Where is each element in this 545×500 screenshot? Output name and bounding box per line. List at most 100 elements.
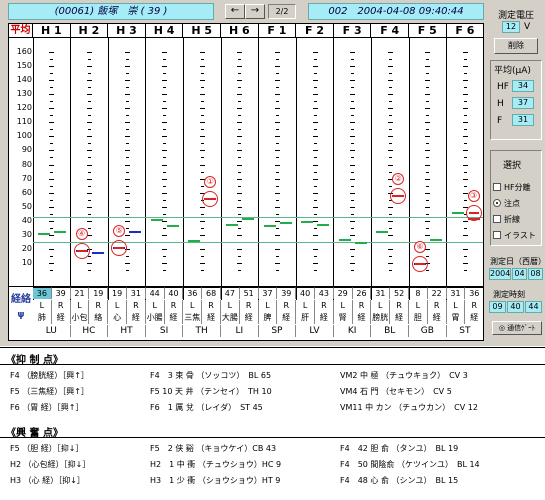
right-value: 36 [465, 287, 483, 299]
scale-tick [163, 115, 167, 117]
prev-page-button[interactable]: ← [225, 4, 245, 19]
scale-tick [50, 143, 54, 145]
scale-tick [426, 171, 430, 173]
illustration-label: イラスト [504, 231, 536, 240]
date-day: 08 [528, 268, 543, 280]
left-value: 8 [409, 287, 428, 299]
scale-tick [462, 234, 468, 236]
scale-tick [312, 262, 318, 264]
scale-tick [237, 220, 243, 222]
report-cell: H2 （心包経）［抑↓］ [10, 460, 91, 469]
meridian-name-suffix: 経 [127, 312, 146, 324]
scale-tick [237, 122, 243, 124]
scale-tick [426, 213, 430, 215]
scale-tick [163, 73, 167, 75]
scale-tick [125, 157, 129, 159]
scale-tick [350, 164, 356, 166]
scale-tick [274, 178, 280, 180]
side-label-r: R [127, 300, 146, 312]
marker-number: ② [392, 173, 405, 186]
scale-tick [462, 206, 468, 208]
scale-tick [351, 199, 355, 201]
scale-tick [425, 108, 431, 110]
scale-tick [162, 262, 168, 264]
side-label-r: R [277, 300, 297, 312]
scale-tick [388, 227, 392, 229]
scale-tick [125, 227, 129, 229]
scale-tick [125, 115, 129, 117]
side-label-r: R [390, 300, 409, 312]
meridian-code: HT [108, 325, 146, 337]
gate-button[interactable]: ◎ 通信ｹﾞｰﾄ [492, 321, 542, 335]
scale-tick [274, 192, 280, 194]
scale-tick [313, 101, 317, 103]
scale-tick [162, 234, 168, 236]
scale-tick [200, 59, 204, 61]
scale-tick [274, 150, 280, 152]
scale-tick [462, 122, 468, 124]
illustration-checkbox[interactable]: イラスト [493, 230, 536, 241]
scale-tick [387, 136, 393, 138]
marker-circle [73, 243, 90, 260]
y-tick-label: 30 [21, 229, 32, 239]
scale-tick [125, 101, 129, 103]
scale-tick [351, 59, 355, 61]
scale-tick [426, 255, 430, 257]
scale-tick [313, 59, 317, 61]
marker-circle [412, 255, 428, 272]
column-separator [145, 38, 147, 300]
scale-tick [313, 143, 317, 145]
scale-tick [274, 262, 280, 264]
scale-tick [200, 171, 204, 173]
scale-tick [49, 108, 55, 110]
scale-tick [125, 199, 129, 201]
next-page-button[interactable]: → [245, 4, 265, 19]
delete-button[interactable]: 削除 [494, 38, 538, 54]
scale-tick [312, 234, 318, 236]
scale-tick [199, 262, 205, 264]
channel-header: H 1 [33, 24, 71, 38]
scale-tick [426, 87, 430, 89]
scale-tick [125, 255, 129, 257]
right-value: 52 [390, 287, 409, 299]
scale-tick [387, 178, 393, 180]
scale-tick [87, 227, 91, 229]
scale-tick [351, 73, 355, 75]
scale-tick [462, 164, 468, 166]
scale-tick [124, 66, 130, 68]
scale-tick [463, 185, 467, 187]
logo-mark: 経絡 ψ [11, 294, 31, 320]
meridian-bar [354, 241, 367, 244]
note-point-radio[interactable]: 注点 [493, 198, 520, 209]
right-value: 31 [127, 287, 146, 299]
hf-split-checkbox[interactable]: HF分離 [493, 182, 531, 193]
report-cell: F6 （胃 経）［興↑］ [10, 403, 84, 412]
left-value: 40 [296, 287, 315, 299]
left-value: 36 [183, 287, 203, 299]
scale-tick [199, 248, 205, 250]
scale-tick [49, 234, 55, 236]
scale-tick [50, 73, 54, 75]
f-value: 31 [512, 114, 534, 126]
scale-tick [312, 178, 318, 180]
meridian-bar [279, 222, 292, 225]
channel-header: F 6 [446, 24, 483, 38]
scale-tick [463, 269, 467, 271]
scale-tick [163, 143, 167, 145]
left-value: 36 [33, 287, 52, 299]
line-graph-checkbox[interactable]: 折線 [493, 214, 520, 225]
scale-tick [351, 157, 355, 159]
scale-tick [199, 94, 205, 96]
channel-header: H 2 [70, 24, 109, 38]
scale-tick [162, 178, 168, 180]
scale-tick [425, 220, 431, 222]
time-second: 44 [525, 301, 542, 313]
scale-tick [87, 157, 91, 159]
scale-tick [463, 227, 467, 229]
scale-tick [462, 80, 468, 82]
meridian-name-suffix: 経 [202, 312, 221, 324]
scale-tick [388, 115, 392, 117]
y-tick-label: 140 [16, 75, 32, 85]
scale-tick [163, 171, 167, 173]
